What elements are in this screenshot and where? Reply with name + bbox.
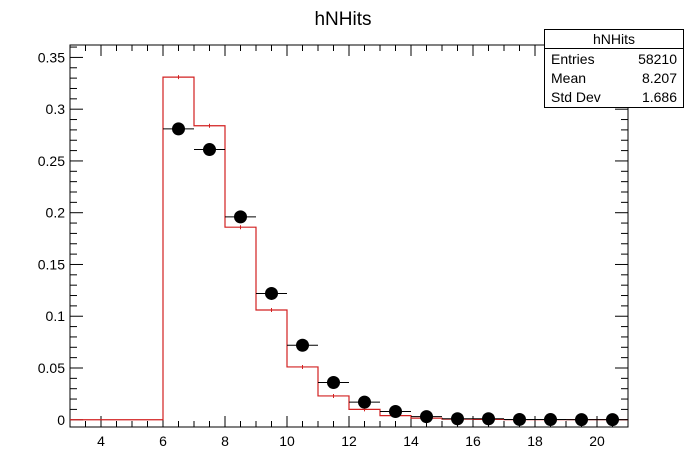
stats-value: 58210 <box>638 51 677 67</box>
data-point <box>358 395 371 409</box>
x-tick-label: 16 <box>465 433 481 449</box>
data-point <box>327 375 340 389</box>
data-point <box>482 412 495 426</box>
series-layer <box>70 75 628 427</box>
data-point <box>606 413 619 427</box>
y-tick-label: 0.05 <box>38 360 65 376</box>
y-tick-label: 0.2 <box>46 205 66 221</box>
stats-row-stddev: Std Dev 1.686 <box>545 87 683 106</box>
stats-box: hNHits Entries 58210 Mean 8.207 Std Dev … <box>544 29 684 108</box>
x-tick-label: 10 <box>279 433 295 449</box>
data-point <box>203 143 216 157</box>
data-point <box>513 412 526 426</box>
x-tick-label: 12 <box>341 433 357 449</box>
y-tick-label: 0.25 <box>38 153 65 169</box>
y-tick-label: 0.3 <box>46 101 66 117</box>
x-tick-label: 4 <box>97 433 105 449</box>
data-point <box>389 404 402 418</box>
data-point <box>575 413 588 427</box>
data-point <box>234 210 247 224</box>
data-point <box>451 412 464 426</box>
x-tick-label: 14 <box>403 433 419 449</box>
stats-label: Entries <box>551 51 595 67</box>
stats-value: 8.207 <box>641 70 677 86</box>
chart-title: hNHits <box>314 9 371 30</box>
stats-title: hNHits <box>545 30 683 49</box>
stats-row-entries: Entries 58210 <box>545 49 683 68</box>
data-point <box>544 413 557 427</box>
x-tick-label: 20 <box>589 433 605 449</box>
data-point <box>172 122 185 136</box>
stats-label: Std Dev <box>551 89 601 105</box>
data-point <box>296 338 309 352</box>
x-tick-label: 6 <box>159 433 167 449</box>
x-axis: 4 6 8 10 12 14 16 18 20 <box>69 45 629 449</box>
y-axis: 0 0.05 0.1 0.15 0.2 0.25 0.3 0.35 <box>38 46 628 428</box>
y-tick-label: 0.15 <box>38 256 65 272</box>
y-tick-label: 0 <box>57 412 65 428</box>
x-tick-label: 8 <box>221 433 229 449</box>
stats-value: 1.686 <box>641 89 677 105</box>
data-point <box>420 410 433 424</box>
y-tick-label: 0.1 <box>46 308 66 324</box>
series-step-line <box>70 76 628 421</box>
stats-label: Mean <box>551 70 587 86</box>
stats-row-mean: Mean 8.207 <box>545 68 683 87</box>
data-point <box>265 286 278 300</box>
y-tick-label: 0.35 <box>38 49 65 65</box>
x-tick-label: 18 <box>527 433 543 449</box>
